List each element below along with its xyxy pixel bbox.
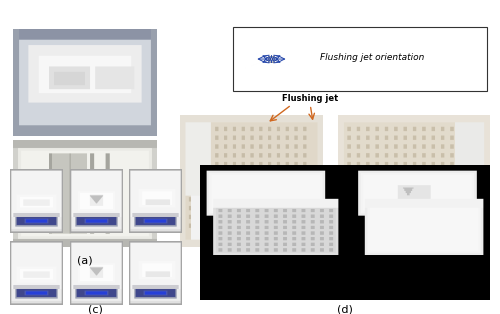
Text: (a): (a) bbox=[77, 256, 93, 266]
Text: (c): (c) bbox=[88, 304, 102, 314]
FancyBboxPatch shape bbox=[232, 27, 487, 91]
Text: (d): (d) bbox=[337, 304, 353, 314]
Text: Flushing jet orientation: Flushing jet orientation bbox=[320, 53, 424, 62]
Text: Flushing jet: Flushing jet bbox=[282, 94, 339, 103]
Text: (b): (b) bbox=[327, 256, 343, 266]
